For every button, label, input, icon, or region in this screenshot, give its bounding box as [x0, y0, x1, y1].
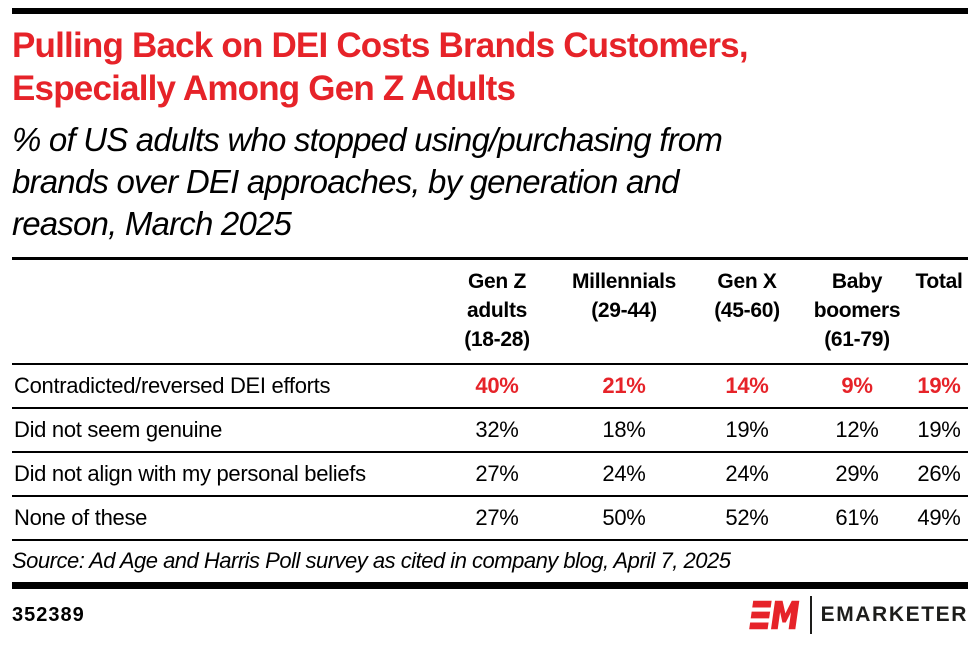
value-cell: 21%	[558, 364, 690, 409]
column-header-millennials: Millennials (29-44)	[558, 258, 690, 365]
value-cell: 27%	[436, 452, 558, 497]
column-header-empty	[12, 258, 436, 365]
row-label: Contradicted/reversed DEI efforts	[12, 364, 436, 409]
value-cell: 29%	[804, 452, 910, 497]
value-cell: 19%	[910, 364, 968, 409]
title-line-2: Especially Among Gen Z Adults	[12, 69, 516, 108]
value-cell: 61%	[804, 496, 910, 541]
title-line-1: Pulling Back on DEI Costs Brands Custome…	[12, 26, 749, 65]
table-row: Did not align with my personal beliefs 2…	[12, 452, 968, 497]
table-header-row: Gen Z adults (18-28) Millennials (29-44)…	[12, 258, 968, 365]
column-header-genz: Gen Z adults (18-28)	[436, 258, 558, 365]
em-logo-icon	[748, 600, 799, 630]
column-header-total: Total	[910, 258, 968, 365]
value-cell: 19%	[690, 408, 804, 453]
footer: 352389 EMARKETER	[12, 594, 968, 636]
value-cell: 9%	[804, 364, 910, 409]
value-cell: 19%	[910, 408, 968, 453]
subtitle-line-3: reason, March 2025	[12, 205, 292, 242]
table-row: Contradicted/reversed DEI efforts 40% 21…	[12, 364, 968, 409]
chart-subtitle: % of US adults who stopped using/purchas…	[12, 119, 968, 245]
row-label: Did not align with my personal beliefs	[12, 452, 436, 497]
top-rule	[12, 8, 968, 14]
column-header-boomers: Baby boomers (61-79)	[804, 258, 910, 365]
logo-wordmark: EMARKETER	[820, 603, 968, 626]
subtitle-line-2: brands over DEI approaches, by generatio…	[12, 163, 679, 200]
value-cell: 32%	[436, 408, 558, 453]
emarketer-logo: EMARKETER	[748, 596, 968, 634]
chart-id: 352389	[12, 603, 85, 626]
logo-divider	[809, 596, 812, 634]
table-row: Did not seem genuine 32% 18% 19% 12% 19%	[12, 408, 968, 453]
value-cell: 24%	[690, 452, 804, 497]
source-note: Source: Ad Age and Harris Poll survey as…	[12, 548, 731, 573]
value-cell: 18%	[558, 408, 690, 453]
value-cell: 49%	[910, 496, 968, 541]
value-cell: 52%	[690, 496, 804, 541]
value-cell: 14%	[690, 364, 804, 409]
table-row: None of these 27% 50% 52% 61% 49%	[12, 496, 968, 541]
column-header-genx: Gen X (45-60)	[690, 258, 804, 365]
value-cell: 27%	[436, 496, 558, 541]
bottom-rule	[12, 582, 968, 589]
row-label: None of these	[12, 496, 436, 541]
value-cell: 50%	[558, 496, 690, 541]
row-label: Did not seem genuine	[12, 408, 436, 453]
subtitle-line-1: % of US adults who stopped using/purchas…	[12, 121, 723, 158]
value-cell: 24%	[558, 452, 690, 497]
value-cell: 26%	[910, 452, 968, 497]
value-cell: 40%	[436, 364, 558, 409]
value-cell: 12%	[804, 408, 910, 453]
data-table: Gen Z adults (18-28) Millennials (29-44)…	[12, 257, 968, 541]
chart-title: Pulling Back on DEI Costs Brands Custome…	[12, 24, 968, 110]
